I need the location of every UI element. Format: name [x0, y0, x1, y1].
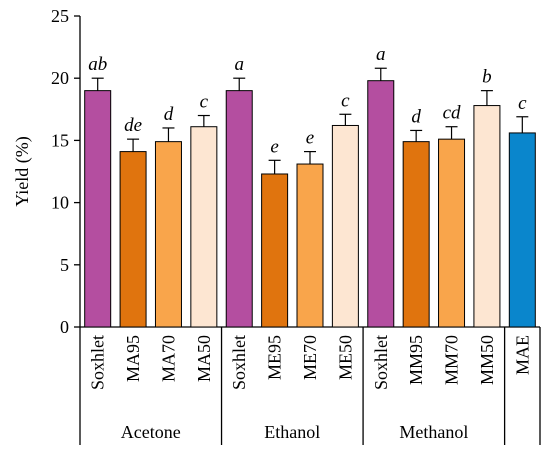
category-label: MM70	[442, 335, 462, 385]
y-tick-label: 10	[51, 193, 69, 213]
category-label: Soxhlet	[229, 335, 249, 390]
y-tick-label: 0	[60, 317, 69, 337]
bar-ma70	[154, 141, 182, 328]
group-label-methanol: Methanol	[399, 422, 468, 442]
group-label-ethanol: Ethanol	[264, 422, 320, 442]
category-label: MM50	[477, 335, 497, 385]
significance-label: d	[164, 104, 174, 125]
bar-me95	[261, 173, 289, 328]
significance-label: a	[376, 44, 386, 65]
category-label: MA95	[123, 335, 143, 382]
category-label: MA50	[194, 335, 214, 382]
bar-me70	[296, 163, 324, 328]
significance-label: e	[306, 128, 314, 149]
significance-label: d	[411, 106, 421, 127]
significance-label: b	[482, 67, 492, 88]
bar-soxhlet	[84, 90, 112, 328]
bar-mae	[508, 132, 536, 328]
significance-label: c	[200, 92, 209, 113]
y-axis-label: Yield (%)	[12, 136, 33, 206]
significance-label: ab	[88, 54, 107, 75]
bar-mm70	[438, 138, 466, 328]
error-bars	[91, 67, 529, 174]
y-tick-label: 15	[51, 130, 69, 150]
category-label: ME50	[335, 335, 355, 380]
y-tick-label: 5	[60, 255, 69, 275]
significance-label: c	[341, 90, 350, 111]
bar-soxhlet	[225, 90, 253, 328]
significance-label: a	[234, 54, 244, 75]
significance-labels: ab de d c a e e c a d cdb c	[88, 44, 527, 157]
category-label: MM95	[406, 335, 426, 385]
significance-label: cd	[443, 103, 461, 124]
bar-mm50	[473, 105, 501, 328]
category-label: Soxhlet	[88, 335, 108, 390]
y-tick-label: 25	[51, 6, 69, 26]
bar-series	[84, 80, 536, 328]
category-labels: Soxhlet MA95 MA70 MA50 Soxhlet ME95 ME70 ME50 So…	[88, 335, 533, 390]
group-labels: Acetone Ethanol Methanol	[79, 327, 541, 445]
significance-label: e	[270, 136, 278, 157]
bar-me50	[331, 124, 359, 328]
significance-label: c	[518, 93, 527, 114]
significance-label: de	[124, 115, 142, 136]
y-tick-label: 20	[51, 68, 69, 88]
bar-soxhlet	[367, 80, 395, 328]
y-axis-ticks: 0 5 10 15 20 25	[51, 6, 80, 337]
category-label: ME70	[300, 335, 320, 380]
group-label-acetone: Acetone	[121, 422, 181, 442]
bar-ma50	[190, 126, 218, 328]
bar-mm95	[402, 141, 430, 328]
category-label: MA70	[158, 335, 178, 382]
category-label: MAE	[512, 335, 532, 375]
category-label: Soxhlet	[371, 335, 391, 390]
category-label: ME95	[265, 335, 285, 380]
bar-ma95	[119, 151, 147, 328]
